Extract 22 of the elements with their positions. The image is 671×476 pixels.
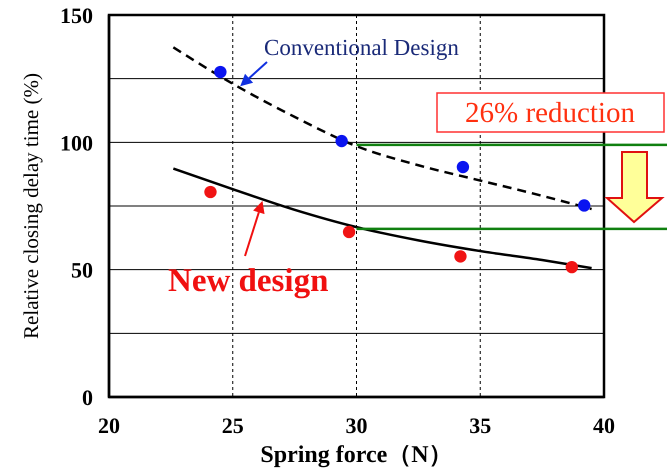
point <box>342 226 356 238</box>
point <box>566 260 578 274</box>
x-tick-label: 20 <box>98 413 120 438</box>
x-tick-label: 25 <box>222 413 244 438</box>
annotation: 26% reduction <box>465 97 636 129</box>
x-axis-title: Spring force（N） <box>260 442 453 468</box>
x-tick-label: 40 <box>593 413 615 438</box>
x-tick-label: 35 <box>469 413 492 438</box>
y-tick-label: 50 <box>71 258 93 283</box>
y-tick-label: 100 <box>60 130 93 156</box>
annotation: Conventional Design <box>264 35 460 60</box>
point <box>204 186 217 198</box>
y-tick-label: 150 <box>60 3 93 28</box>
point <box>454 250 467 263</box>
point <box>335 134 348 148</box>
point <box>456 160 470 174</box>
annotation: New design <box>168 263 328 299</box>
y-tick-label: 0 <box>82 385 93 410</box>
y-axis-title: Relative closing delay time (%) <box>19 73 43 339</box>
x-tick-label: 30 <box>346 413 368 438</box>
point <box>578 199 590 212</box>
point <box>214 66 227 78</box>
